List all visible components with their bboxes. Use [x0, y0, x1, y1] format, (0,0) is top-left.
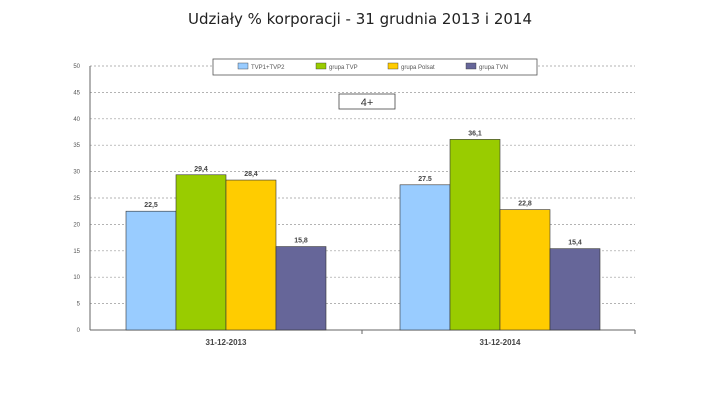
annotation-box [338, 93, 396, 110]
bar [225, 179, 277, 331]
legend-label: grupa TVN [479, 65, 508, 71]
bar [499, 209, 551, 331]
y-tick-label: 25 [73, 196, 80, 202]
data-label: 15,8 [294, 238, 308, 245]
data-label: 29,4 [194, 166, 208, 173]
annotation-label: 4+ [361, 97, 374, 109]
category-label: 31-12-2013 [206, 338, 247, 347]
y-tick-label: 40 [73, 117, 80, 123]
data-label: 22,5 [144, 202, 158, 209]
bar [125, 210, 177, 331]
data-label: 22,8 [518, 201, 532, 208]
category-label: 31-12-2014 [480, 338, 521, 347]
legend-label: TVP1+TVP2 [251, 65, 285, 71]
y-tick-label: 35 [73, 143, 80, 149]
y-tick-label: 45 [73, 90, 80, 96]
y-tick-label: 20 [73, 222, 80, 228]
bar [275, 246, 327, 331]
legend-swatch [237, 62, 249, 70]
legend-swatch [315, 62, 327, 70]
chart-title: Udziały % korporacji - 31 grudnia 2013 i… [187, 10, 532, 28]
bar [549, 248, 601, 331]
data-label: 27.5 [418, 176, 432, 183]
data-label: 36,1 [468, 130, 482, 137]
y-tick-label: 30 [73, 170, 80, 176]
y-tick-label: 15 [73, 249, 80, 255]
data-label: 15,4 [568, 240, 582, 247]
legend-label: grupa TVP [329, 65, 358, 71]
legend-box [212, 58, 538, 76]
legend-swatch [387, 62, 399, 70]
y-tick-label: 0 [77, 328, 81, 334]
legend-swatch [465, 62, 477, 70]
y-tick-label: 50 [73, 64, 80, 70]
bar [175, 174, 227, 331]
y-tick-label: 5 [77, 302, 81, 308]
legend-label: grupa Polsat [401, 65, 435, 71]
data-label: 28,4 [244, 171, 258, 178]
bar [449, 139, 501, 331]
bar [399, 184, 451, 331]
y-tick-label: 10 [73, 275, 80, 281]
